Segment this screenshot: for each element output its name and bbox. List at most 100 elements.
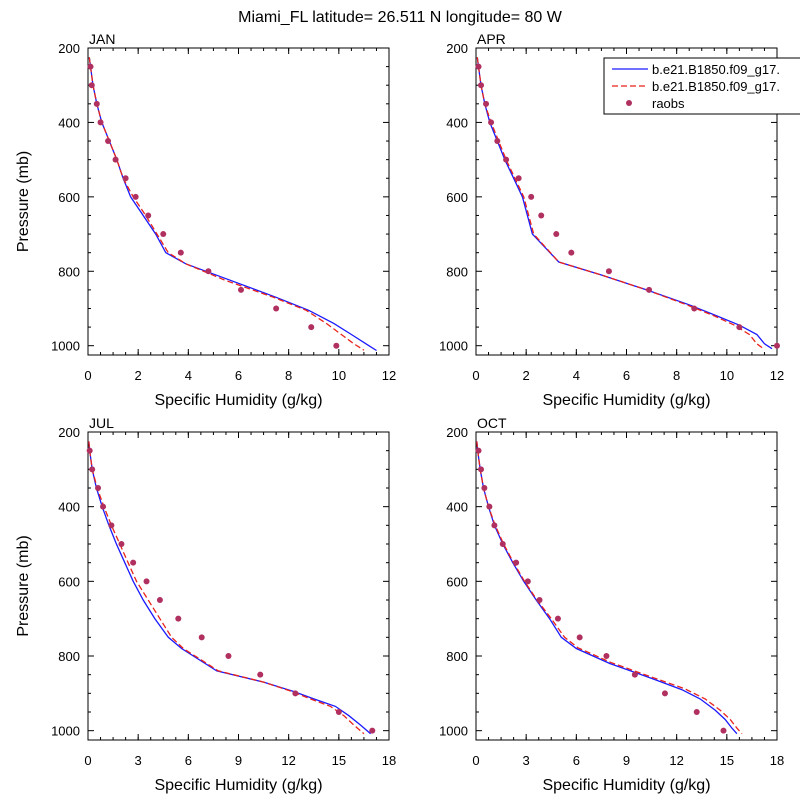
x-tick-label: 3 bbox=[523, 753, 530, 768]
raob-point bbox=[97, 119, 104, 126]
y-tick-label: 600 bbox=[446, 190, 468, 205]
raob-point bbox=[333, 342, 340, 349]
series-line-2 bbox=[476, 441, 743, 735]
raob-point bbox=[292, 690, 299, 697]
legend-marker bbox=[626, 100, 632, 106]
raob-point bbox=[536, 597, 543, 603]
x-tick-label: 0 bbox=[84, 368, 91, 383]
x-tick-label: 9 bbox=[235, 753, 242, 768]
raob-point bbox=[720, 727, 727, 734]
legend-label: raobs bbox=[652, 96, 685, 111]
raob-point bbox=[605, 268, 612, 275]
x-tick-label: 12 bbox=[669, 753, 683, 768]
x-axis-label: Specific Humidity (g/kg) bbox=[154, 392, 322, 409]
series-group bbox=[88, 57, 377, 352]
y-tick-label: 1000 bbox=[439, 724, 468, 739]
raob-point bbox=[513, 559, 520, 566]
legend: b.e21.B1850.f09_g17. b.e21.B1850.f09_g17.… bbox=[603, 57, 800, 115]
raob-point bbox=[177, 249, 184, 256]
x-tick-label: 2 bbox=[135, 368, 142, 383]
raob-point bbox=[553, 231, 560, 238]
x-tick-label: 10 bbox=[720, 368, 734, 383]
raob-point bbox=[132, 193, 139, 200]
y-tick-label: 200 bbox=[446, 41, 468, 56]
raob-point bbox=[156, 597, 163, 603]
y-tick-label: 200 bbox=[58, 425, 80, 440]
raob-point bbox=[478, 466, 485, 473]
raob-point bbox=[89, 466, 96, 473]
plot-frame bbox=[87, 431, 390, 741]
y-tick-label: 400 bbox=[58, 115, 80, 130]
raob-point bbox=[693, 709, 700, 715]
raob-point bbox=[499, 541, 506, 547]
raob-point bbox=[335, 709, 342, 715]
raob-point bbox=[257, 671, 264, 678]
raob-point bbox=[554, 615, 561, 622]
series-line-1 bbox=[88, 441, 372, 735]
legend-label: b.e21.B1850.f09_g17. bbox=[652, 79, 780, 94]
raob-point bbox=[475, 63, 482, 70]
raob-point bbox=[576, 634, 583, 641]
x-tick-label: 0 bbox=[472, 753, 479, 768]
x-tick-label: 3 bbox=[135, 753, 142, 768]
raob-point bbox=[143, 578, 150, 585]
x-axis-label: Specific Humidity (g/kg) bbox=[542, 392, 710, 409]
x-tick-label: 15 bbox=[332, 753, 346, 768]
x-tick-label: 6 bbox=[235, 368, 242, 383]
series-line-2 bbox=[88, 57, 365, 351]
raob-point bbox=[524, 578, 531, 585]
raob-point bbox=[273, 305, 280, 312]
x-tick-label: 6 bbox=[185, 753, 192, 768]
y-tick-label: 1000 bbox=[51, 339, 80, 354]
raob-point bbox=[87, 63, 94, 70]
x-tick-label: 2 bbox=[523, 368, 530, 383]
y-axis-label: Pressure (mb) bbox=[15, 535, 32, 636]
raob-point bbox=[475, 447, 482, 454]
raob-point bbox=[225, 653, 232, 659]
raob-point bbox=[122, 175, 129, 182]
y-axis-label: Pressure (mb) bbox=[15, 151, 32, 252]
panel-title: JAN bbox=[89, 31, 115, 47]
raob-point bbox=[515, 175, 522, 182]
panel-oct: OCT 0 3 6 9 12 15 18 200 400 600 800 1000 Specific Hu… bbox=[439, 415, 784, 794]
raob-point bbox=[661, 690, 668, 697]
x-tick-label: 9 bbox=[623, 753, 630, 768]
legend-label: b.e21.B1850.f09_g17. bbox=[652, 62, 780, 77]
x-tick-label: 15 bbox=[720, 753, 734, 768]
x-tick-label: 0 bbox=[84, 753, 91, 768]
y-tick-label: 600 bbox=[58, 574, 80, 589]
series-line-1 bbox=[476, 441, 738, 735]
y-tick-label: 600 bbox=[58, 190, 80, 205]
x-tick-label: 6 bbox=[623, 368, 630, 383]
x-tick-label: 6 bbox=[573, 753, 580, 768]
panel-apr: APR 0 2 4 6 8 10 12 200 400 600 800 1000 Specific Hum… bbox=[439, 31, 784, 409]
raob-point bbox=[130, 559, 137, 566]
x-axis-label: Specific Humidity (g/kg) bbox=[154, 777, 322, 794]
y-tick-label: 800 bbox=[446, 264, 468, 279]
raob-point bbox=[491, 522, 498, 529]
legend-box bbox=[603, 57, 800, 115]
y-tick-label: 200 bbox=[446, 425, 468, 440]
x-tick-label: 18 bbox=[770, 753, 784, 768]
raob-point bbox=[145, 212, 152, 219]
raob-point bbox=[481, 485, 488, 491]
raob-point bbox=[108, 522, 115, 529]
raob-point bbox=[646, 286, 653, 293]
x-tick-label: 12 bbox=[281, 753, 295, 768]
figure-title: Miami_FL latitude= 26.511 N longitude= 8… bbox=[238, 9, 563, 26]
raob-point bbox=[238, 286, 245, 293]
x-tick-label: 4 bbox=[185, 368, 192, 383]
x-tick-label: 4 bbox=[573, 368, 580, 383]
y-tick-label: 200 bbox=[58, 41, 80, 56]
raob-point bbox=[118, 541, 125, 547]
raob-point bbox=[568, 249, 575, 256]
raob-point bbox=[100, 503, 107, 510]
raob-point bbox=[483, 100, 490, 107]
raob-point bbox=[175, 615, 182, 622]
panel-jul: JUL 0 3 6 9 12 15 18 200 400 600 800 1000 Specific Hu… bbox=[15, 415, 396, 794]
y-tick-label: 1000 bbox=[439, 339, 468, 354]
x-tick-label: 18 bbox=[382, 753, 396, 768]
raob-point bbox=[95, 485, 102, 491]
y-tick-label: 400 bbox=[58, 500, 80, 515]
